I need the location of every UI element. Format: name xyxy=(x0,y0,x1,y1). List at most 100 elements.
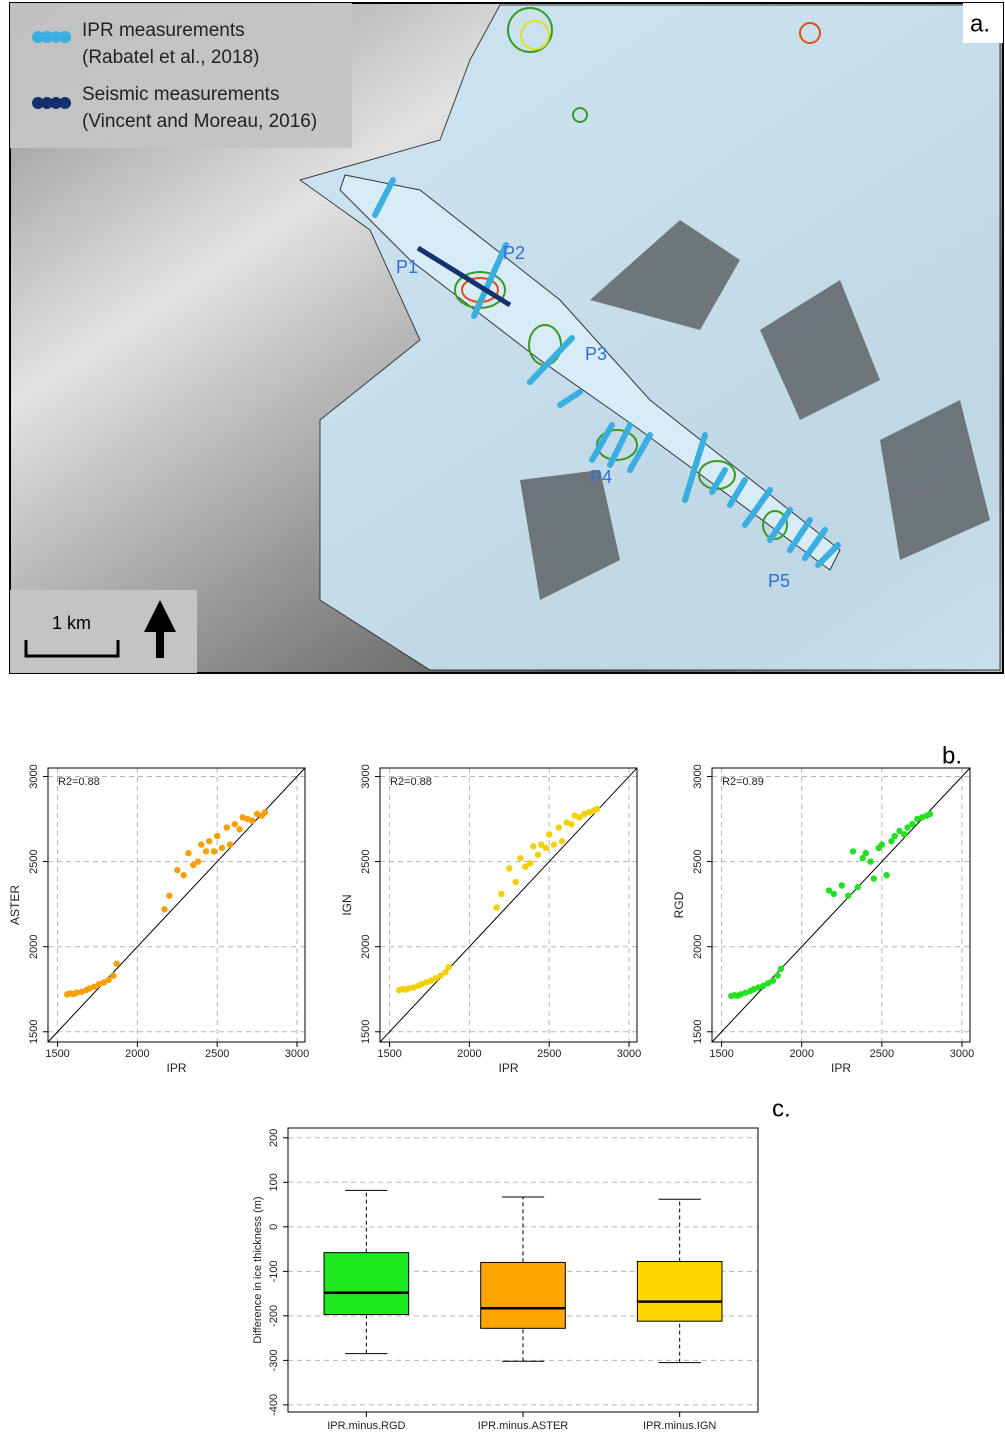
profile-label: P2 xyxy=(503,243,525,263)
point xyxy=(854,883,862,891)
y-axis-label: IGN xyxy=(340,894,354,915)
profile-label: P1 xyxy=(396,257,418,277)
profile-label: P4 xyxy=(590,467,612,487)
point xyxy=(73,989,80,996)
point xyxy=(538,841,545,848)
point xyxy=(777,965,785,973)
point xyxy=(896,827,903,835)
plot-frame xyxy=(711,767,971,1043)
legend-label: Seismic measurements xyxy=(82,84,279,105)
scale-label: 1 km xyxy=(52,613,91,633)
point xyxy=(445,963,452,971)
point xyxy=(190,861,197,869)
profile-label: P3 xyxy=(585,344,607,364)
point xyxy=(774,972,781,979)
point xyxy=(91,983,98,990)
point xyxy=(522,863,529,870)
x-tick-label: IPR.minus.ASTER xyxy=(478,1420,569,1432)
point xyxy=(845,892,852,899)
point xyxy=(918,814,926,821)
one-to-one-line xyxy=(711,767,971,1043)
panel-label: a. xyxy=(970,10,990,37)
y-tick-label: -400 xyxy=(268,1394,280,1416)
point xyxy=(218,844,226,852)
point xyxy=(593,805,601,813)
x-tick-label: 3000 xyxy=(950,1048,974,1060)
y-tick-label: 2000 xyxy=(692,934,704,958)
point xyxy=(825,887,833,894)
y-axis-label: ASTER xyxy=(8,885,22,925)
x-axis-label: IPR xyxy=(831,1061,851,1075)
point xyxy=(859,854,866,862)
point xyxy=(174,866,181,874)
point xyxy=(105,976,112,984)
point xyxy=(442,969,449,976)
y-tick-label: -100 xyxy=(268,1260,280,1282)
point xyxy=(198,841,205,848)
panel-label: c. xyxy=(772,1095,791,1122)
y-tick-label: -300 xyxy=(268,1349,280,1371)
y-tick-label: 2000 xyxy=(360,934,372,958)
point xyxy=(223,824,230,831)
point xyxy=(185,849,192,857)
point xyxy=(166,892,173,899)
y-tick-label: 100 xyxy=(268,1173,280,1191)
point xyxy=(261,809,269,816)
point xyxy=(867,858,874,865)
y-tick-label: -200 xyxy=(268,1305,280,1327)
annotation: R2=0.88 xyxy=(58,776,100,788)
y-tick-label: 2500 xyxy=(28,849,40,873)
y-tick-label: 1500 xyxy=(360,1020,372,1044)
x-tick-label: IPR.minus.RGD xyxy=(327,1420,405,1432)
point xyxy=(180,872,187,879)
point xyxy=(550,841,558,848)
point xyxy=(506,865,513,872)
profile-label: P5 xyxy=(768,571,790,591)
y-tick-label: 3000 xyxy=(692,764,704,788)
y-tick-label: 3000 xyxy=(28,764,40,788)
x-tick-label: 2500 xyxy=(870,1048,894,1060)
y-tick-label: 2500 xyxy=(360,849,372,873)
point xyxy=(891,832,898,840)
point xyxy=(512,878,519,886)
legend-label: IPR measurements xyxy=(82,20,245,41)
point xyxy=(161,906,168,913)
point xyxy=(576,814,583,821)
point xyxy=(526,860,534,867)
x-axis-label: IPR xyxy=(498,1061,518,1075)
point xyxy=(555,824,562,831)
point xyxy=(830,890,837,898)
point xyxy=(517,854,524,862)
x-tick-label: 2000 xyxy=(457,1048,481,1060)
point xyxy=(750,986,757,993)
point xyxy=(437,972,444,979)
point xyxy=(870,875,878,882)
map: IPR measurements (Rabatel et al., 2018) … xyxy=(9,2,1004,674)
y-tick-label: 1500 xyxy=(28,1020,40,1044)
one-to-one-line xyxy=(47,767,306,1043)
x-axis-label: IPR xyxy=(166,1061,186,1075)
point xyxy=(542,844,550,852)
point xyxy=(546,831,553,838)
point xyxy=(231,820,238,828)
point xyxy=(432,974,440,982)
y-axis-label: RGD xyxy=(672,891,686,918)
legend-source: (Rabatel et al., 2018) xyxy=(82,47,259,68)
y-tick-label: 2500 xyxy=(692,849,704,873)
point xyxy=(534,851,542,858)
x-tick-label: 3000 xyxy=(617,1048,641,1060)
point xyxy=(883,872,890,879)
x-tick-label: 3000 xyxy=(285,1048,309,1060)
x-tick-label: 2500 xyxy=(205,1048,229,1060)
point xyxy=(838,882,846,889)
point xyxy=(210,848,218,855)
point xyxy=(849,848,857,855)
point xyxy=(760,982,767,990)
point xyxy=(493,904,500,911)
point xyxy=(737,991,745,998)
point xyxy=(202,848,210,855)
point xyxy=(530,843,537,850)
y-tick-label: 3000 xyxy=(360,764,372,788)
